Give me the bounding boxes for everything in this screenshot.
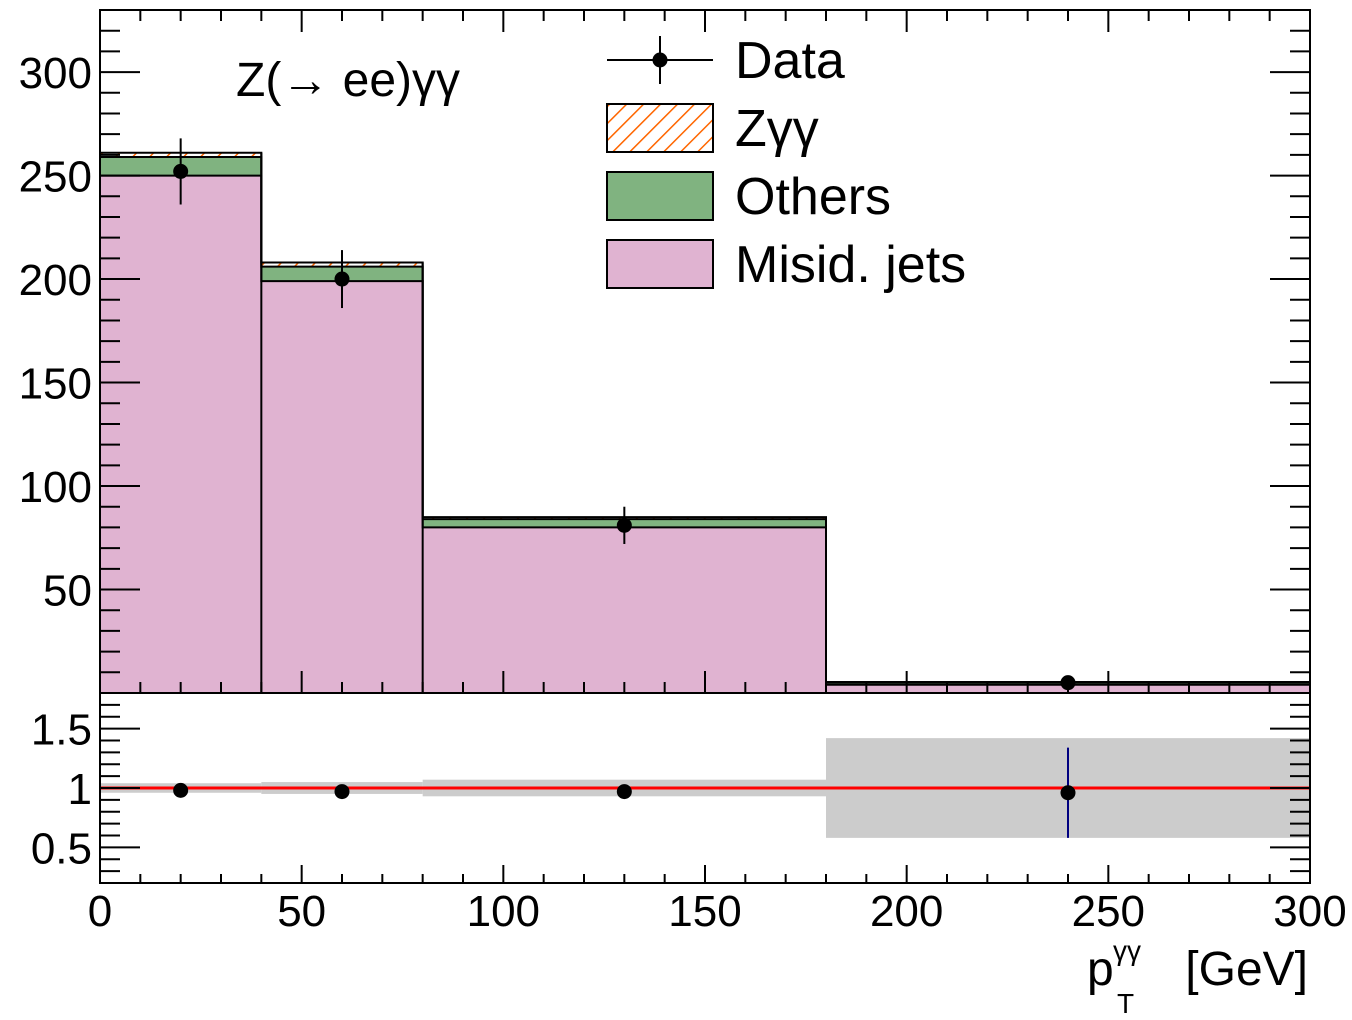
x-axis-unit: [GeV] [1185, 943, 1308, 996]
legend-label: Misid. jets [735, 236, 966, 294]
x-tick-label: 150 [668, 887, 741, 936]
x-tick-label: 100 [467, 887, 540, 936]
legend-label: Others [735, 168, 891, 226]
legend-label: Data [735, 32, 845, 90]
x-axis-title: p γγ T [GeV] [1087, 935, 1308, 1019]
main-y-tick-label: 300 [19, 49, 92, 98]
ratio-point [334, 784, 350, 800]
main-y-tick-label: 50 [43, 567, 92, 616]
legend-label: Zγγ [735, 100, 819, 158]
stack-bar-0-bin-1 [261, 281, 423, 693]
legend-swatch [606, 239, 714, 289]
data-point [334, 271, 350, 287]
x-tick-labels: 0 50 100 150 200 250 300 [88, 887, 1347, 936]
legend: Data Zγγ Others Misid. jets [606, 32, 966, 294]
stack-bar-0-bin-0 [100, 175, 262, 694]
data-point [173, 163, 189, 179]
data-point [1060, 675, 1076, 691]
ratio-y-tick-label: 1.5 [31, 706, 92, 755]
x-tick-label: 300 [1273, 887, 1346, 936]
x-tick-label: 200 [870, 887, 943, 936]
x-tick-label: 0 [88, 887, 112, 936]
main-y-tick-label: 100 [19, 463, 92, 512]
stack-bin-edges [260, 152, 827, 693]
legend-swatch [606, 103, 714, 153]
ratio-point [1060, 785, 1076, 801]
stack-bar-0-bin-2 [422, 527, 826, 693]
ratio-y-tick-label: 0.5 [31, 824, 92, 873]
legend-swatch [606, 171, 714, 221]
ratio-point [173, 782, 189, 798]
main-panel: 50 100 150 200 250 300 Z(→ ee)γγ [19, 9, 1311, 694]
legend-marker-point [652, 52, 668, 68]
x-axis-subscript: T [1117, 988, 1134, 1019]
ratio-y-tick-label: 1 [68, 765, 92, 814]
x-axis-base: p [1087, 943, 1114, 996]
main-y-tick-label: 250 [19, 153, 92, 202]
x-tick-label: 250 [1072, 887, 1145, 936]
ratio-panel: 0.5 1 1.5 [31, 692, 1311, 884]
data-point [616, 517, 632, 533]
main-y-tick-label: 200 [19, 256, 92, 305]
x-axis-superscript: γγ [1113, 935, 1141, 966]
x-tick-label: 50 [277, 887, 326, 936]
main-y-tick-label: 150 [19, 360, 92, 409]
ratio-point [616, 784, 632, 800]
channel-annotation: Z(→ ee)γγ [236, 54, 460, 107]
